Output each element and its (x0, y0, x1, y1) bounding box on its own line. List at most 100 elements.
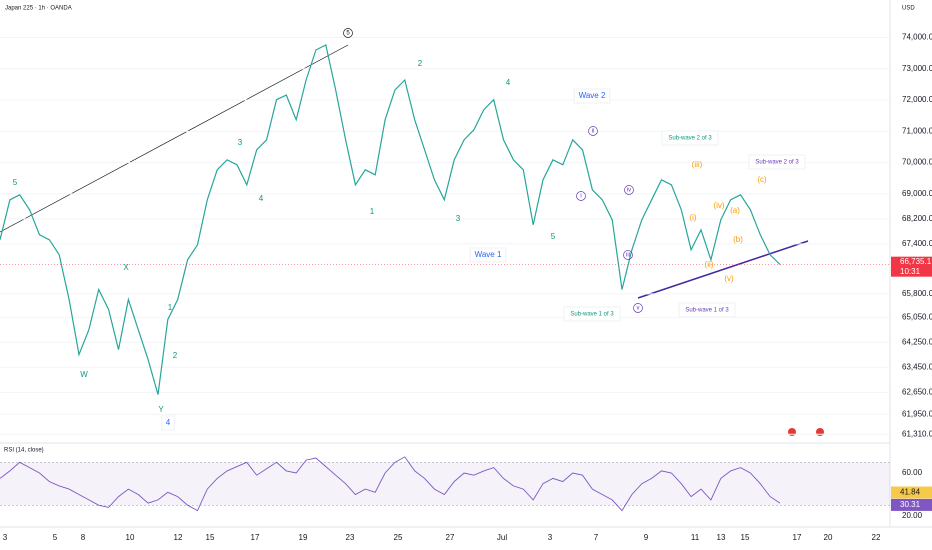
x-tick-label: 15 (206, 533, 215, 542)
x-tick-label: 25 (394, 533, 403, 542)
rsi-line (0, 456, 781, 512)
wave-box (469, 247, 507, 263)
x-tick-label: 10 (126, 533, 135, 542)
wave-box (661, 130, 719, 146)
y-tick-label: 69,000.0 (902, 189, 932, 198)
wave-circle (633, 303, 643, 313)
y-tick-label: 72,000.0 (902, 95, 932, 104)
y-tick-label: 62,650.0 (902, 388, 932, 397)
wave-label: W (80, 370, 88, 379)
last-price-box (891, 256, 932, 277)
y-tick-label: 65,800.0 (902, 289, 932, 298)
x-tick-label: 27 (446, 533, 455, 542)
symbol-title: Japan 225 · 1h · OANDA (5, 6, 72, 12)
y-tick-label: 68,200.0 (902, 214, 932, 223)
wave-label: Y (158, 405, 164, 414)
wave-label: 5 (13, 178, 18, 187)
rsi-value-box (891, 498, 932, 511)
last-price-label: 66,735.1 (900, 257, 932, 266)
x-tick-label: 19 (299, 533, 308, 542)
y-tick-label: 65,050.0 (902, 312, 932, 321)
rsi-tick-label: 20.00 (902, 511, 923, 520)
price-line (0, 44, 781, 395)
x-tick-label: 3 (3, 533, 8, 542)
wave-label: iii (626, 253, 630, 259)
x-tick-label: 20 (824, 533, 833, 542)
wave-label: i (580, 194, 581, 200)
wave-label: 3 (456, 214, 461, 223)
x-tick-label: 23 (346, 533, 355, 542)
wave-label: 2 (173, 351, 178, 360)
wave-circle (343, 28, 353, 38)
currency: USD (902, 6, 915, 12)
wave-label: Wave 2 (579, 91, 606, 100)
y-tick-label: 73,000.0 (902, 64, 932, 73)
x-tick-label: 22 (872, 533, 881, 542)
rsi-value-box (891, 486, 932, 499)
rsi-tick-label: 60.00 (902, 468, 923, 477)
wave-circle (624, 185, 634, 195)
wave-label: 5 (346, 31, 350, 37)
x-tick-label: 13 (717, 533, 726, 542)
wave-label: 4 (166, 418, 171, 427)
wave-label: Sub-wave 1 of 3 (685, 308, 729, 314)
x-tick-label: 17 (793, 533, 802, 542)
trend-line (637, 240, 809, 299)
x-tick-label: 11 (691, 533, 700, 542)
x-tick-label: 3 (548, 533, 553, 542)
x-tick-label: 12 (174, 533, 183, 542)
y-tick-label: 74,000.0 (902, 33, 932, 42)
wave-label: (iv) (713, 201, 724, 210)
y-tick-label: 61,950.0 (902, 409, 932, 418)
wave-label: 5 (551, 232, 556, 241)
wave-label: 4 (259, 194, 264, 203)
wave-circle (623, 250, 633, 260)
wave-label: Sub-wave 2 of 3 (755, 160, 799, 166)
countdown: 10:31 (900, 267, 921, 276)
x-tick-label: 15 (741, 533, 750, 542)
wave-box (563, 306, 621, 322)
wave-box (748, 154, 806, 170)
trend-line (0, 44, 349, 233)
y-tick-label: 71,000.0 (902, 126, 932, 135)
wave-label: (a) (730, 206, 740, 215)
rsi-value-label: 30.31 (900, 500, 921, 509)
x-tick-label: 17 (251, 533, 260, 542)
y-tick-label: 63,450.0 (902, 363, 932, 372)
rsi-value-label: 41.84 (900, 488, 921, 497)
wave-label: Wave 1 (475, 250, 502, 259)
wave-label: (v) (724, 274, 734, 283)
y-tick-label: 64,250.0 (902, 337, 932, 346)
wave-label: (ii) (705, 260, 714, 269)
wave-box (161, 415, 175, 431)
rsi-title: RSI (14, close) (4, 448, 44, 454)
x-tick-label: 8 (81, 533, 86, 542)
wave-label: 2 (418, 59, 423, 68)
wave-label: (iii) (692, 160, 703, 169)
wave-label: 1 (370, 207, 375, 216)
wave-circle (576, 191, 586, 201)
y-tick-label: 61,310.0 (902, 429, 932, 438)
y-tick-label: 70,000.0 (902, 158, 932, 167)
wave-label: Sub-wave 1 of 3 (570, 312, 614, 318)
y-tick-label: 67,400.0 (902, 239, 932, 248)
wave-box (678, 302, 736, 318)
wave-circle (588, 126, 598, 136)
wave-label: (c) (757, 175, 767, 184)
wave-box (573, 88, 611, 104)
wave-label: iv (627, 188, 631, 194)
wave-label: X (123, 263, 129, 272)
x-tick-label: Jul (497, 533, 507, 542)
wave-label: ii (592, 129, 595, 135)
wave-label: Sub-wave 2 of 3 (668, 136, 712, 142)
wave-label: (i) (689, 213, 696, 222)
rsi-band (0, 462, 890, 506)
wave-label: 4 (506, 78, 511, 87)
wave-label: 3 (238, 138, 243, 147)
x-tick-label: 9 (644, 533, 649, 542)
x-tick-label: 7 (594, 533, 599, 542)
x-tick-label: 5 (53, 533, 58, 542)
wave-label: 1 (168, 303, 173, 312)
